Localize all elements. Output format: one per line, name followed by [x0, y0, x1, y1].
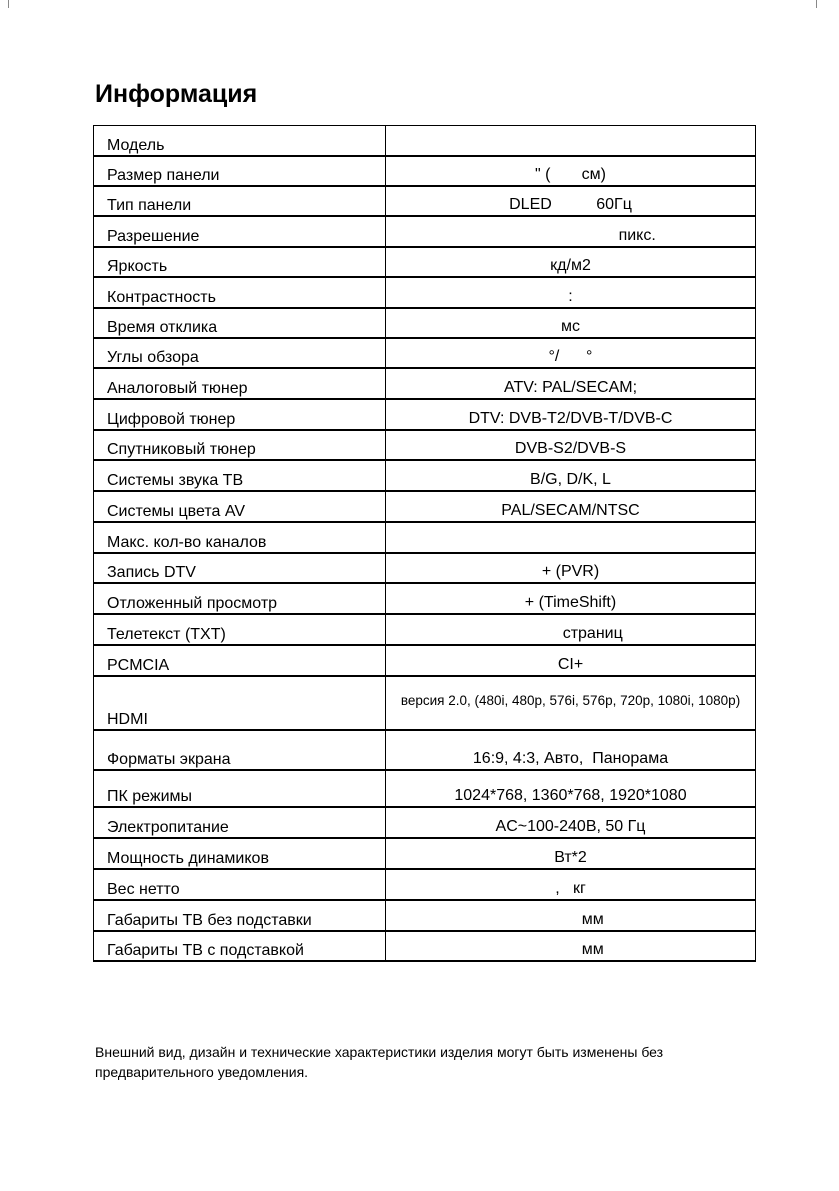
spec-label: HDMI: [94, 677, 386, 729]
spec-value: страниц: [518, 625, 623, 642]
spec-label: Тип панели: [94, 187, 386, 215]
table-row: Отложенный просмотр + (TimeShift): [94, 584, 755, 615]
spec-value: °/ °: [548, 348, 593, 365]
spec-label: Габариты ТВ без подставки: [94, 901, 386, 930]
spec-label: Макс. кол-во каналов: [94, 523, 386, 552]
spec-value: :: [568, 288, 573, 305]
spec-label: Размер панели: [94, 157, 386, 185]
spec-value: 1024*768, 1360*768, 1920*1080: [454, 787, 687, 804]
spec-label: Мощность динамиков: [94, 839, 386, 868]
spec-label: Время отклика: [94, 309, 386, 337]
spec-label: ПК режимы: [94, 771, 386, 806]
spec-value: , кг: [555, 880, 586, 897]
spec-value: AC~100-240В, 50 Гц: [495, 818, 646, 835]
table-row: Запись DTV + (PVR): [94, 554, 755, 584]
spec-table: Модель Размер панели " ( см) Тип панели DLED…: [93, 125, 756, 962]
table-row: Форматы экрана 16:9, 4:3, Авто, Панорама: [94, 731, 755, 771]
table-row: Аналоговый тюнер ATV: PAL/SECAM;: [94, 369, 755, 400]
spec-label: Запись DTV: [94, 554, 386, 582]
spec-value: мм: [537, 911, 604, 928]
table-row: Тип панели DLED 60Гц: [94, 187, 755, 217]
table-row: Углы обзора °/ °: [94, 339, 755, 369]
spec-value: [386, 126, 755, 155]
spec-value: DTV: DVB-T2/DVB-T/DVB-C: [468, 410, 673, 427]
spec-label: Цифровой тюнер: [94, 400, 386, 429]
spec-label: Яркость: [94, 248, 386, 276]
table-row: Контрастность:: [94, 278, 755, 309]
spec-value: версия 2.0, (480i, 480p, 576i, 576p, 720…: [400, 693, 741, 708]
spec-value: + (TimeShift): [524, 594, 617, 611]
table-row: Модель: [94, 126, 755, 157]
table-row: Вес нетто , кг: [94, 870, 755, 901]
table-row: PCMCIA CI+: [94, 646, 755, 677]
spec-label: Модель: [94, 126, 386, 155]
spec-value: 16:9, 4:3, Авто, Панорама: [472, 750, 669, 767]
spec-value: Вт*2: [554, 849, 587, 866]
spec-label: Контрастность: [94, 278, 386, 307]
spec-value: + (PVR): [541, 563, 600, 580]
table-row: Время отклика мс: [94, 309, 755, 339]
spec-value: [386, 523, 755, 552]
spec-value: мм: [537, 941, 604, 958]
spec-label: Форматы экрана: [94, 731, 386, 769]
spec-value: CI+: [557, 656, 584, 673]
spec-value: " ( см): [535, 166, 606, 183]
spec-value: пикс.: [485, 227, 656, 244]
table-row: Мощность динамиков Вт*2: [94, 839, 755, 870]
spec-value: мс: [561, 318, 580, 335]
spec-value: PAL/SECAM/NTSC: [501, 502, 640, 519]
spec-label: Вес нетто: [94, 870, 386, 899]
table-row: Габариты ТВ без подставки мм: [94, 901, 755, 932]
spec-label: Отложенный просмотр: [94, 584, 386, 613]
table-row: Спутниковый тюнер DVB-S2/DVB-S: [94, 431, 755, 461]
table-row: Яркость кд/м2: [94, 248, 755, 278]
spec-label: Электропитание: [94, 808, 386, 837]
table-row: HDMI версия 2.0, (480i, 480p, 576i, 576p,…: [94, 677, 755, 731]
spec-label: PCMCIA: [94, 646, 386, 675]
crop-mark: [816, 0, 817, 8]
table-row: Габариты ТВ с подставкой мм: [94, 932, 755, 962]
page-title: Информация: [95, 80, 258, 108]
spec-label: Системы цвета AV: [94, 492, 386, 521]
table-row: Системы цвета AV PAL/SECAM/NTSC: [94, 492, 755, 523]
table-row: Размер панели " ( см): [94, 157, 755, 187]
table-row: Электропитание AC~100-240В, 50 Гц: [94, 808, 755, 839]
table-row: Системы звука ТВ B/G, D/K, L: [94, 461, 755, 492]
spec-label: Спутниковый тюнер: [94, 431, 386, 459]
spec-label: Аналоговый тюнер: [94, 369, 386, 398]
table-row: ПК режимы 1024*768, 1360*768, 1920*1080: [94, 771, 755, 808]
spec-value: ATV: PAL/SECAM;: [503, 379, 638, 396]
spec-label: Телетекст (TXT): [94, 615, 386, 644]
spec-label: Системы звука ТВ: [94, 461, 386, 490]
spec-label: Разрешение: [94, 217, 386, 246]
table-row: Разрешение пикс.: [94, 217, 755, 248]
spec-value: кд/м2: [550, 257, 591, 274]
spec-value: DVB-S2/DVB-S: [514, 440, 627, 457]
disclaimer: Внешний вид, дизайн и технические характ…: [95, 1044, 664, 1080]
spec-value: DLED 60Гц: [509, 196, 632, 213]
crop-mark: [8, 0, 9, 8]
spec-label: Углы обзора: [94, 339, 386, 367]
table-row: Цифровой тюнер DTV: DVB-T2/DVB-T/DVB-C: [94, 400, 755, 431]
spec-value: B/G, D/K, L: [530, 471, 611, 488]
table-row: Макс. кол-во каналов: [94, 523, 755, 554]
spec-label: Габариты ТВ с подставкой: [94, 932, 386, 960]
table-row: Телетекст (TXT) страниц: [94, 615, 755, 646]
